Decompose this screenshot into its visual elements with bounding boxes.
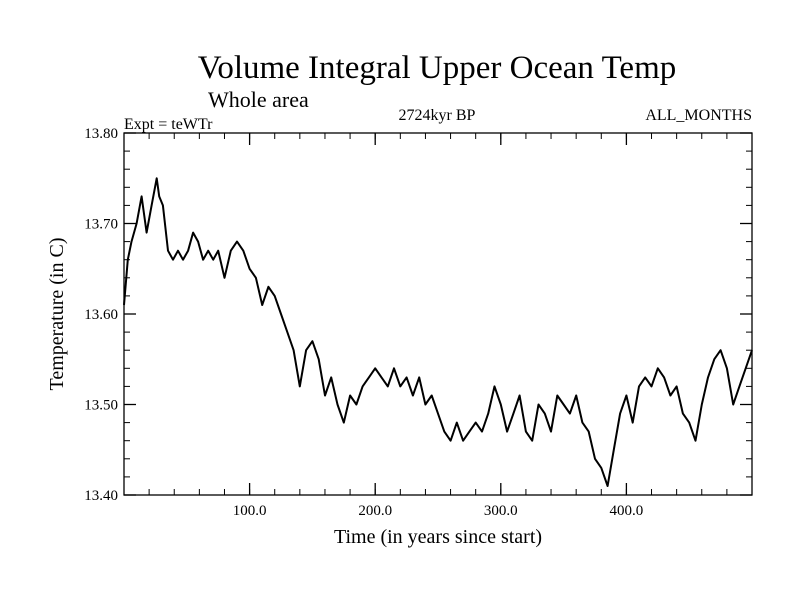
plot-frame: [123, 132, 753, 496]
y-axis-ticks: 13.40 13.50 13.60 13.70 13.80: [84, 126, 752, 504]
y-tick-label: 13.80: [84, 126, 118, 142]
period-label: 2724kyr BP: [399, 107, 476, 124]
y-tick-label: 13.40: [84, 488, 118, 504]
chart-title: Volume Integral Upper Ocean Temp: [198, 50, 676, 86]
y-tick-label: 13.70: [84, 217, 118, 233]
x-tick-label: 200.0: [358, 503, 392, 519]
x-tick-label: 300.0: [484, 503, 518, 519]
x-axis-label: Time (in years since start): [334, 526, 542, 548]
months-label: ALL_MONTHS: [645, 107, 752, 124]
y-axis-label: Temperature (in C): [46, 238, 68, 391]
chart-subtitle: Whole area: [208, 87, 309, 112]
y-tick-label: 13.60: [84, 307, 118, 323]
x-axis-ticks: 100.0 200.0 300.0 400.0: [123, 133, 753, 519]
x-tick-label: 100.0: [233, 503, 267, 519]
x-tick-label: 400.0: [610, 503, 644, 519]
experiment-label: Expt = teWTr: [124, 116, 213, 133]
y-tick-label: 13.50: [84, 398, 118, 414]
temperature-series-line: [123, 177, 753, 487]
